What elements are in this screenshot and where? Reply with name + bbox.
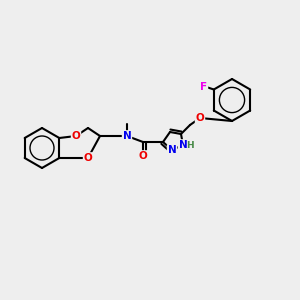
Text: O: O [139, 151, 147, 161]
Text: N: N [123, 131, 131, 141]
Text: O: O [196, 113, 204, 123]
Text: O: O [84, 153, 92, 163]
Text: F: F [200, 82, 207, 92]
Text: N: N [178, 140, 188, 150]
Text: O: O [72, 131, 80, 141]
Text: N: N [168, 145, 176, 155]
Text: H: H [186, 140, 194, 149]
